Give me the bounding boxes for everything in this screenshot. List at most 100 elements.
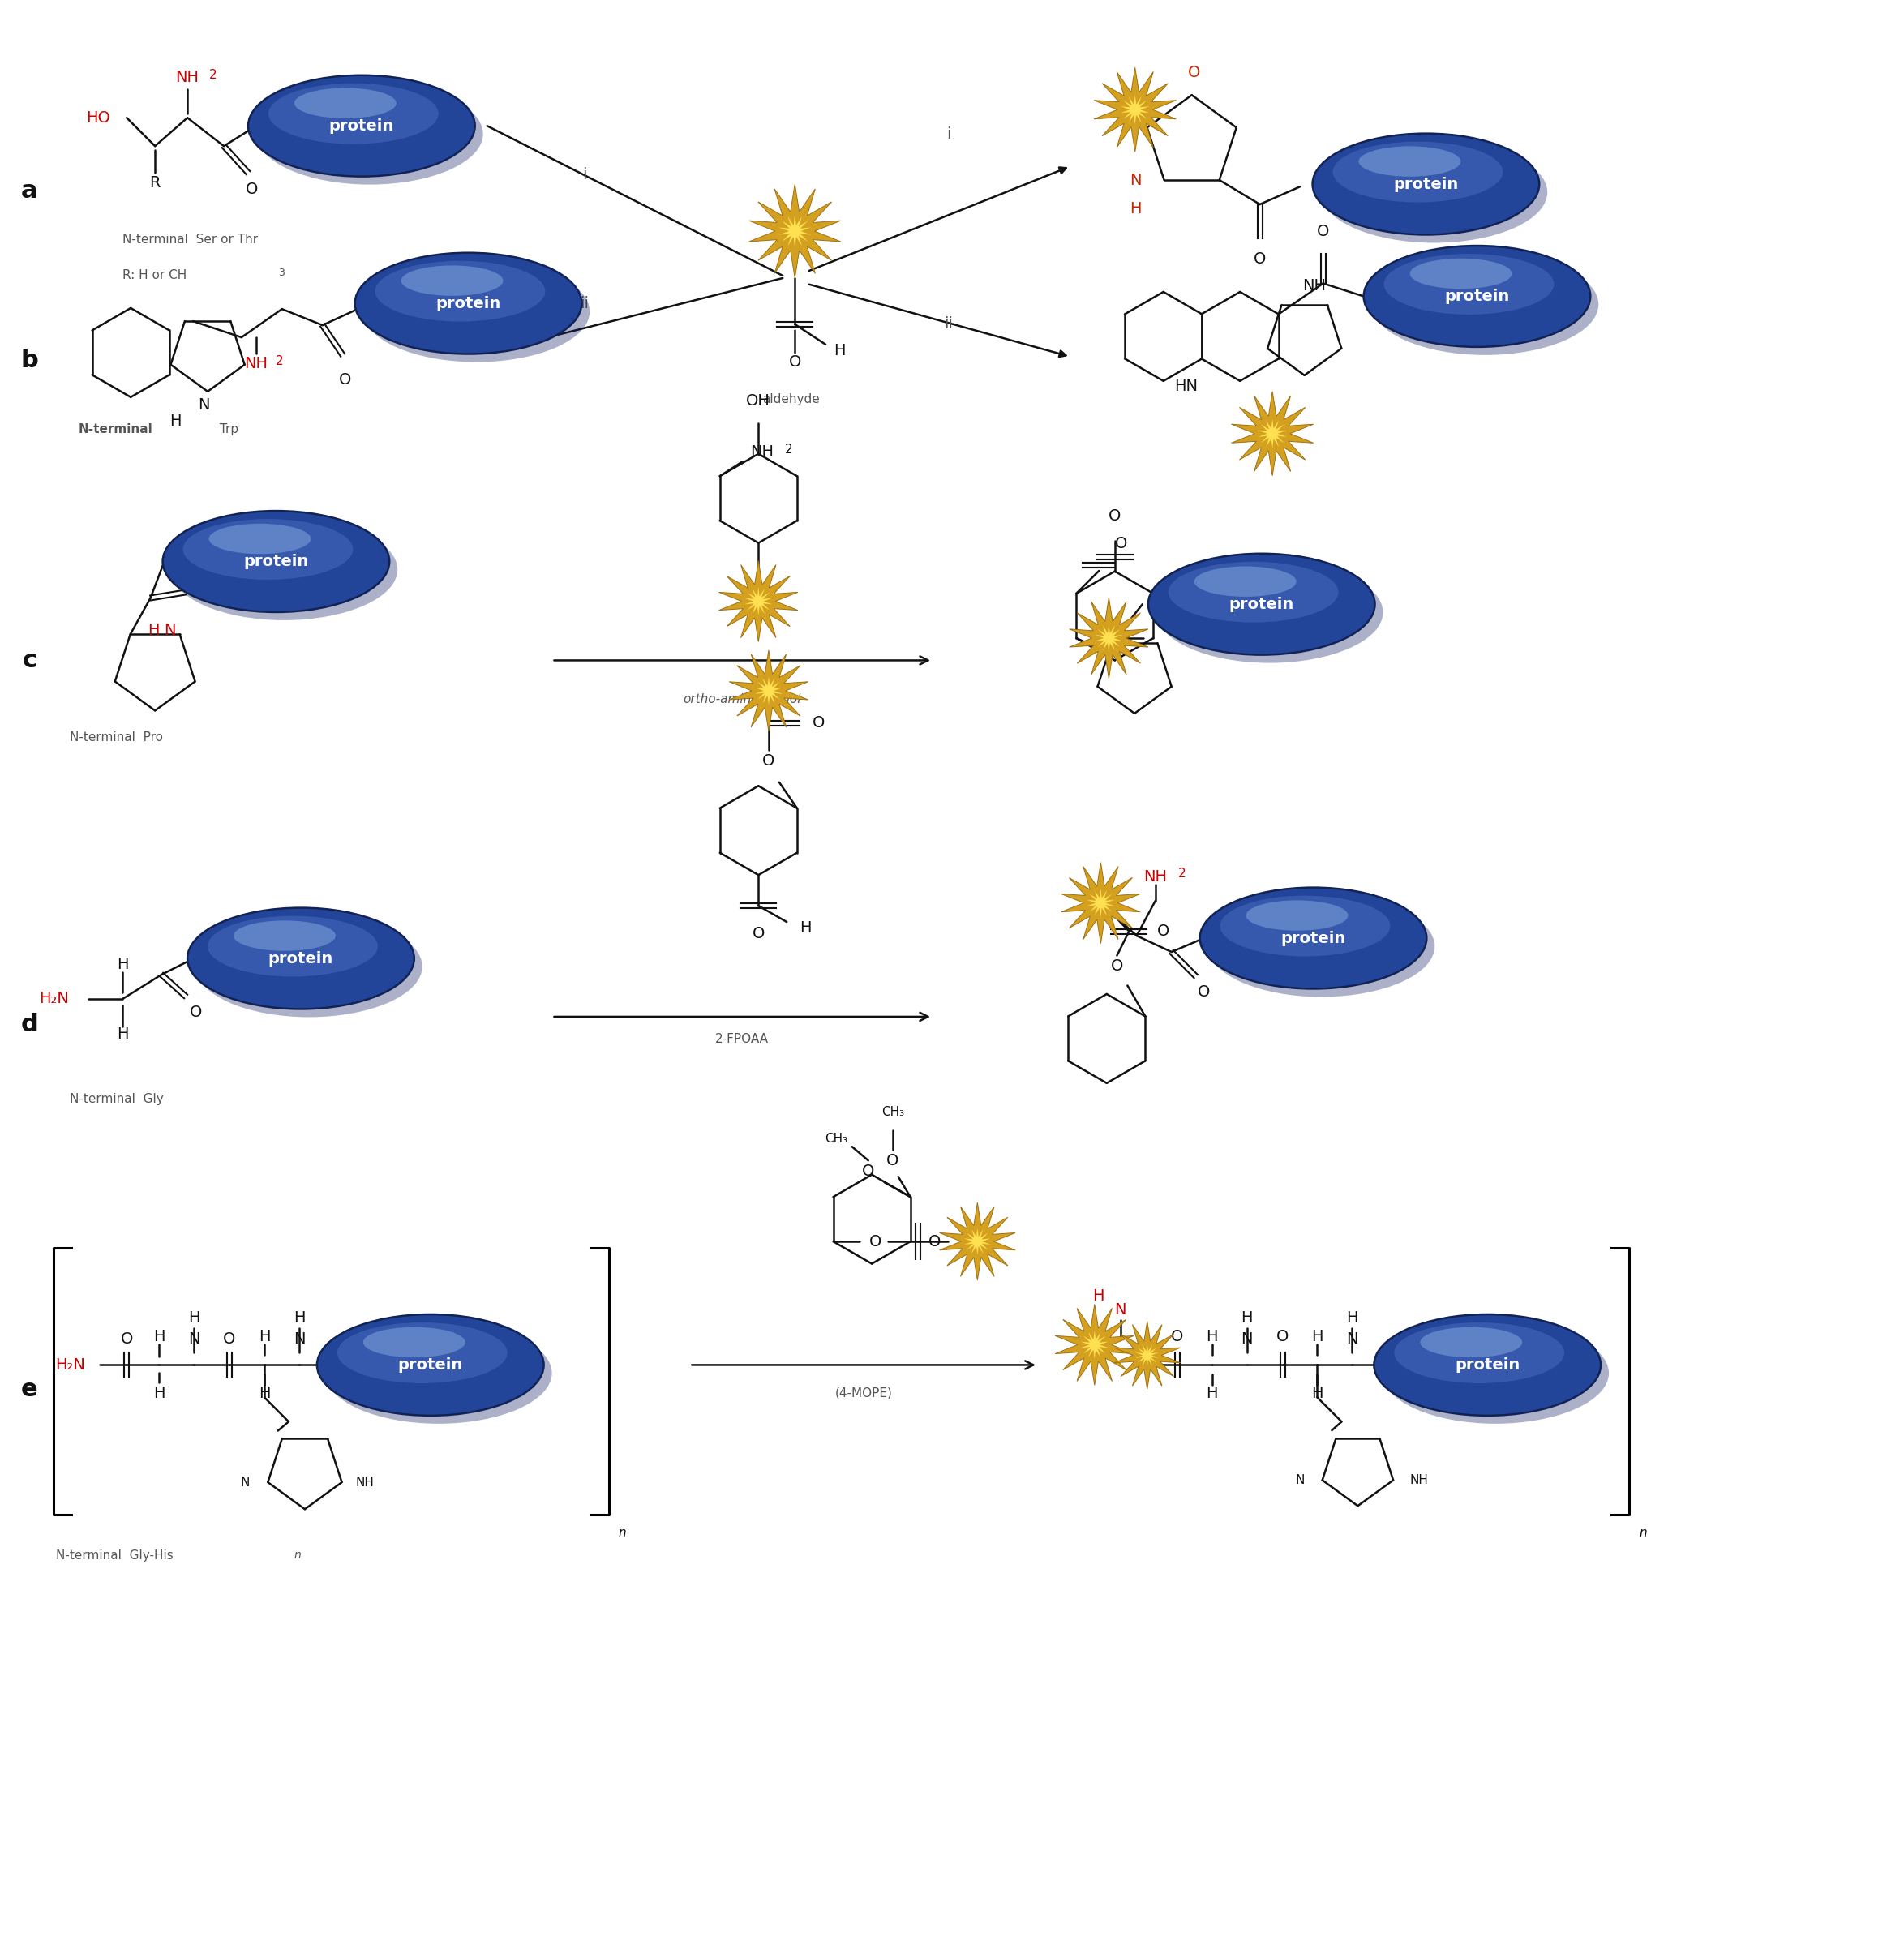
Text: O: O [929, 1233, 941, 1249]
Ellipse shape [1384, 253, 1554, 315]
Text: protein: protein [1281, 930, 1346, 945]
Ellipse shape [1312, 133, 1538, 234]
Text: O: O [339, 371, 352, 387]
Text: 2: 2 [209, 70, 217, 81]
Polygon shape [729, 649, 807, 731]
Text: 2-FPOAA: 2-FPOAA [716, 1034, 769, 1046]
Text: N: N [1241, 1332, 1253, 1347]
Text: O: O [196, 584, 208, 599]
Ellipse shape [1200, 887, 1426, 990]
Text: O: O [762, 754, 775, 769]
Polygon shape [1095, 624, 1123, 651]
Text: OH: OH [746, 394, 771, 410]
Ellipse shape [1245, 901, 1348, 930]
Text: b: b [21, 350, 38, 373]
Text: H: H [149, 622, 160, 638]
Text: NH: NH [244, 356, 268, 371]
Text: O: O [223, 1332, 236, 1347]
Text: ortho-aminophenol: ortho-aminophenol [684, 694, 802, 706]
Text: R: R [150, 174, 160, 189]
Ellipse shape [402, 265, 503, 296]
Polygon shape [1081, 1330, 1108, 1359]
Ellipse shape [375, 261, 545, 321]
Text: H: H [1205, 1328, 1219, 1343]
Polygon shape [1061, 862, 1140, 943]
Ellipse shape [1420, 1328, 1521, 1357]
Text: H: H [116, 1026, 128, 1042]
Text: H: H [169, 414, 181, 429]
Text: n: n [1639, 1527, 1647, 1539]
Text: HO: HO [86, 110, 110, 126]
Text: R: H or CH: R: H or CH [122, 269, 187, 282]
Text: N-terminal  Pro: N-terminal Pro [70, 731, 164, 744]
Text: O: O [1110, 959, 1123, 974]
Ellipse shape [171, 518, 398, 620]
Text: O: O [887, 1152, 899, 1168]
Polygon shape [1087, 889, 1114, 916]
Ellipse shape [337, 1322, 506, 1384]
Text: protein: protein [436, 296, 501, 311]
Ellipse shape [1359, 147, 1460, 176]
Text: H: H [152, 1328, 166, 1343]
Text: ii: ii [581, 296, 588, 311]
Text: ii: ii [944, 317, 954, 332]
Ellipse shape [1409, 259, 1512, 288]
Polygon shape [1232, 392, 1314, 476]
Text: O: O [1158, 924, 1169, 939]
Ellipse shape [248, 75, 474, 176]
Text: i: i [583, 166, 586, 182]
Text: 2: 2 [276, 356, 284, 367]
Text: protein: protein [329, 118, 394, 133]
Text: O: O [813, 715, 824, 731]
Text: Trp: Trp [215, 423, 238, 435]
Polygon shape [1055, 1305, 1135, 1386]
Text: d: d [21, 1013, 38, 1036]
Text: N: N [240, 1477, 249, 1488]
Text: H: H [1312, 1328, 1323, 1343]
Ellipse shape [1363, 245, 1590, 346]
Text: 3: 3 [278, 269, 284, 278]
Ellipse shape [364, 1328, 465, 1357]
Text: H₂N: H₂N [38, 992, 69, 1007]
Text: protein: protein [244, 553, 308, 568]
Text: H: H [1093, 1289, 1104, 1305]
Text: protein: protein [1394, 176, 1458, 191]
Ellipse shape [1194, 566, 1297, 597]
Text: O: O [1108, 508, 1121, 524]
Text: (4-MOPE): (4-MOPE) [836, 1388, 893, 1399]
Text: HN: HN [1175, 379, 1198, 394]
Text: H: H [188, 1311, 200, 1326]
Ellipse shape [1382, 1322, 1609, 1425]
Text: H₂N: H₂N [55, 1357, 86, 1372]
Text: HO: HO [1087, 901, 1110, 916]
Text: protein: protein [1455, 1357, 1519, 1372]
Ellipse shape [1148, 553, 1375, 655]
Text: H: H [1205, 1386, 1219, 1401]
Text: O: O [1188, 64, 1200, 79]
Polygon shape [754, 677, 783, 706]
Ellipse shape [1156, 563, 1382, 663]
Text: c: c [23, 649, 36, 673]
Polygon shape [1135, 1343, 1160, 1367]
Ellipse shape [196, 916, 423, 1017]
Text: protein: protein [398, 1357, 463, 1372]
Text: O: O [246, 182, 259, 197]
Text: 2: 2 [1179, 868, 1186, 880]
Polygon shape [779, 215, 811, 247]
Text: protein: protein [1228, 597, 1295, 613]
Text: O: O [868, 1233, 882, 1249]
Text: a: a [21, 180, 38, 203]
Text: N-terminal: N-terminal [78, 423, 152, 435]
Ellipse shape [234, 920, 335, 951]
Text: O: O [188, 1005, 202, 1021]
Text: H: H [293, 1311, 305, 1326]
Ellipse shape [1375, 1314, 1601, 1415]
Polygon shape [1095, 68, 1177, 153]
Text: H: H [259, 1328, 270, 1343]
Text: N-terminal  Gly: N-terminal Gly [70, 1094, 164, 1106]
Text: n: n [295, 1550, 301, 1562]
Ellipse shape [187, 909, 415, 1009]
Ellipse shape [1321, 141, 1548, 244]
Ellipse shape [1371, 253, 1599, 356]
Text: N: N [293, 1332, 305, 1347]
